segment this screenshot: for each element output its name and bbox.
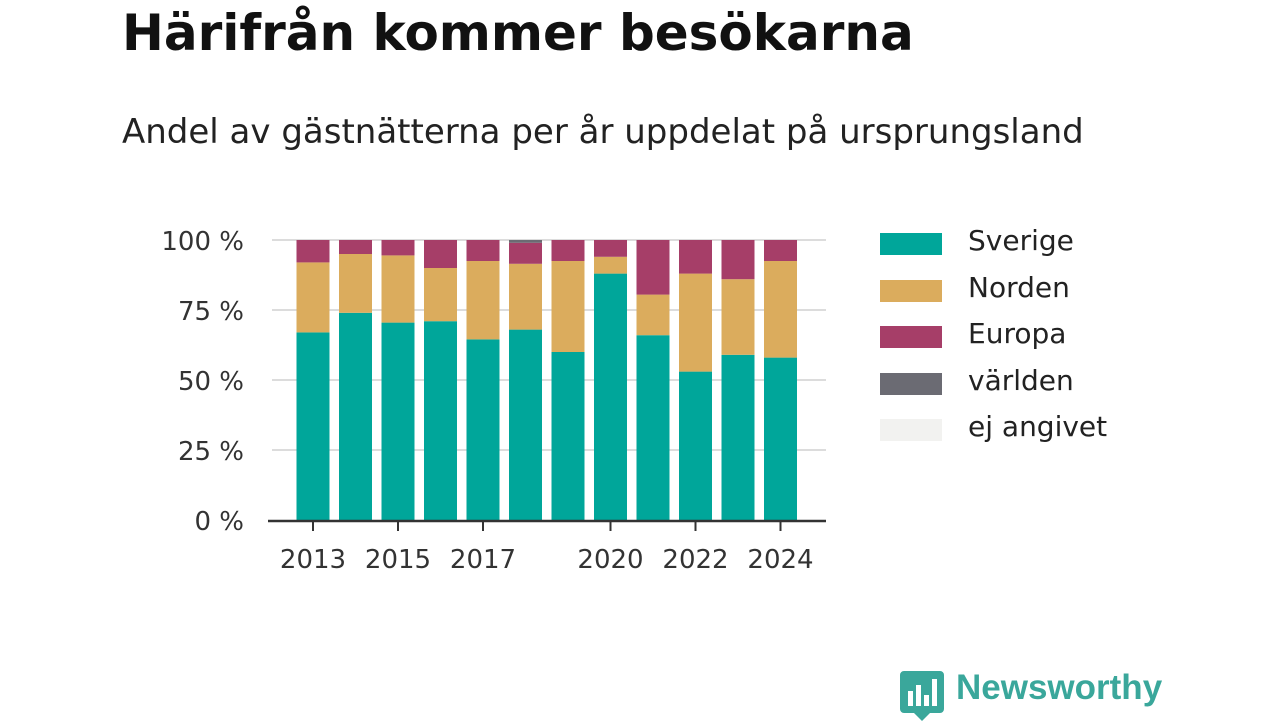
bar-segment bbox=[509, 242, 542, 264]
bar-segment bbox=[679, 371, 712, 520]
x-tick-label: 2013 bbox=[280, 545, 346, 575]
bar-segment bbox=[764, 261, 797, 358]
bar-segment bbox=[424, 268, 457, 322]
bar-segment bbox=[296, 240, 330, 263]
legend-label: Europa bbox=[968, 317, 1067, 350]
bar-segment bbox=[466, 240, 500, 261]
chart-title: Härifrån kommer besökarna bbox=[122, 4, 914, 62]
brand-name: Newsworthy bbox=[956, 668, 1163, 707]
legend-label: Sverige bbox=[968, 224, 1074, 257]
bar-segment bbox=[636, 240, 670, 295]
bar-segment bbox=[466, 339, 500, 520]
bar-segment bbox=[679, 240, 712, 274]
bar-segment bbox=[551, 352, 585, 520]
bar-segment bbox=[721, 354, 755, 520]
legend-swatch bbox=[880, 372, 942, 395]
bar-segment bbox=[339, 312, 372, 520]
legend-swatch bbox=[880, 279, 942, 302]
bar-segment bbox=[296, 332, 330, 520]
legend-label: världen bbox=[968, 363, 1074, 397]
legend-swatch bbox=[880, 233, 942, 255]
bar-segment bbox=[636, 294, 670, 336]
y-tick-label: 0 % bbox=[194, 507, 244, 537]
newsworthy-logo-icon bbox=[900, 671, 944, 721]
bar-segment bbox=[636, 335, 670, 520]
y-tick-label: 75 % bbox=[178, 297, 244, 327]
x-tick-label: 2020 bbox=[577, 545, 643, 575]
bar-segment bbox=[381, 240, 415, 256]
bar-segment bbox=[509, 263, 542, 330]
bar-segment bbox=[721, 240, 755, 280]
bar-segment bbox=[509, 329, 542, 520]
legend-swatch bbox=[880, 326, 942, 348]
bar-segment bbox=[594, 240, 627, 257]
bar-segment bbox=[381, 255, 415, 323]
legend-label: ej angivet bbox=[968, 410, 1108, 443]
bar-segment bbox=[381, 322, 415, 520]
y-tick-label: 25 % bbox=[178, 437, 244, 467]
bar-segment bbox=[594, 256, 627, 274]
bar-segment bbox=[466, 261, 500, 340]
bar-segment bbox=[679, 273, 712, 372]
x-tick-label: 2017 bbox=[450, 545, 516, 575]
bar-segment bbox=[509, 240, 542, 243]
y-tick-label: 100 % bbox=[161, 227, 244, 257]
bar-segment bbox=[764, 357, 797, 520]
bar-segment bbox=[424, 321, 457, 520]
x-tick-label: 2024 bbox=[747, 545, 813, 575]
legend-swatch bbox=[880, 419, 942, 441]
bar-segment bbox=[339, 240, 372, 254]
x-tick-label: 2015 bbox=[365, 545, 431, 575]
bar-segment bbox=[551, 261, 585, 352]
legend-label: Norden bbox=[968, 270, 1070, 304]
bar-segment bbox=[296, 262, 330, 333]
bar-segment bbox=[721, 279, 755, 355]
chart-subtitle: Andel av gästnätterna per år uppdelat på… bbox=[122, 112, 1084, 152]
bar-segment bbox=[764, 240, 797, 261]
bar-segment bbox=[594, 273, 627, 520]
y-tick-label: 50 % bbox=[178, 367, 244, 397]
bar-segment bbox=[339, 254, 372, 313]
bar-segment bbox=[424, 240, 457, 268]
x-tick-label: 2022 bbox=[662, 545, 728, 575]
bar-segment bbox=[551, 240, 585, 261]
